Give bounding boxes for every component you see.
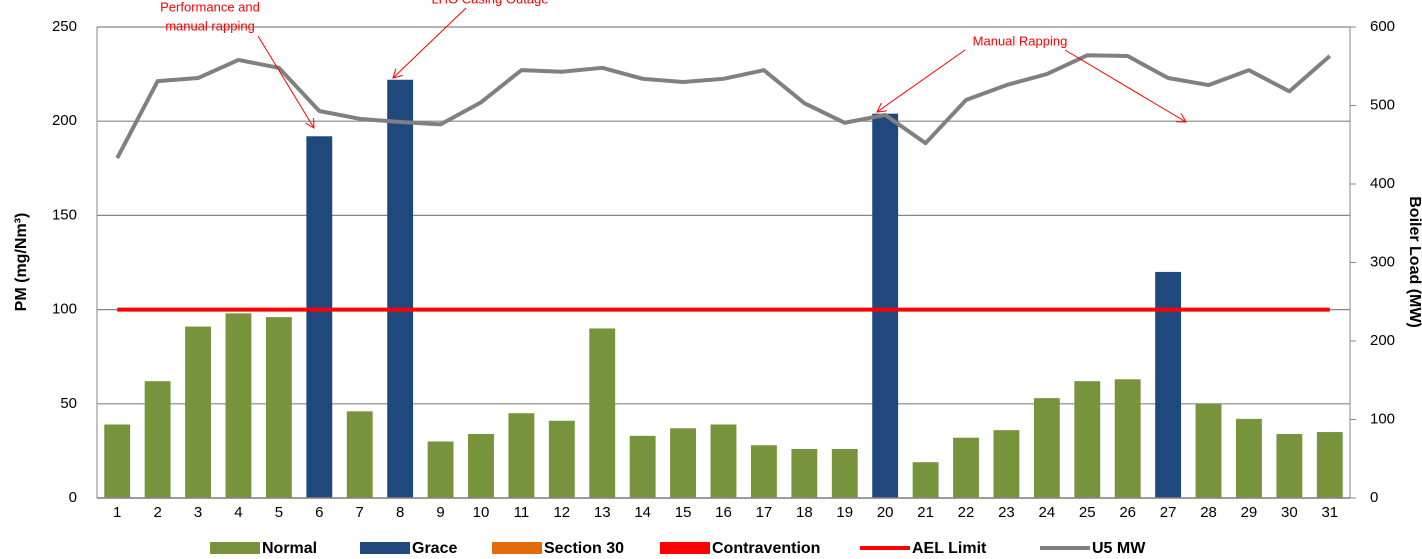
x-tick-label: 13 [594,504,611,521]
bar [508,413,535,498]
y-tick-label: 150 [52,206,77,223]
y2-tick-label: 600 [1370,18,1395,35]
legend-swatch [210,542,260,554]
bar [548,420,575,498]
bar [225,313,252,498]
bar [912,462,939,498]
legend-label: U5 MW [1092,540,1146,557]
x-tick-label: 3 [194,504,202,521]
x-tick-label: 20 [877,504,894,521]
y2-tick-label: 0 [1370,489,1378,506]
legend-label: Grace [412,540,457,557]
x-tick-label: 6 [315,504,323,521]
y2-tick-label: 300 [1370,253,1395,270]
y-axis-title: PM (mg/Nm³) [13,213,30,312]
y2-axis-title: Boiler Load (MW) [1406,196,1422,328]
y-tick-label: 200 [52,112,77,129]
bar [1114,379,1141,498]
y2-tick-label: 200 [1370,332,1395,349]
bar [306,136,333,498]
y2-tick-label: 500 [1370,96,1395,113]
x-tick-label: 11 [514,504,530,521]
x-tick-label: 2 [153,504,161,521]
annotation-arrow [1064,49,1186,122]
bar [104,424,131,498]
x-tick-label: 15 [675,504,692,521]
bar [750,445,777,498]
bar [629,435,656,498]
bar [1195,403,1222,498]
annotation-arrow [877,49,966,112]
y-tick-label: 250 [52,18,77,35]
x-tick-label: 23 [998,504,1015,521]
bar [670,428,697,498]
legend-label: Contravention [712,540,820,557]
x-tick-label: 24 [1039,504,1056,521]
x-tick-label: 5 [275,504,283,521]
x-tick-label: 30 [1281,504,1298,521]
x-tick-label: 9 [436,504,444,521]
legend-swatch [492,542,542,554]
annotation: Performance and [160,0,260,14]
bar [1074,381,1101,498]
bar [710,424,737,498]
legend-swatch [660,542,710,554]
x-tick-label: 19 [836,504,853,521]
bar [427,441,454,498]
annotation: manual rapping [165,18,255,33]
annotation-arrow [257,35,314,128]
line [115,53,1332,160]
legend-swatch [360,542,410,554]
y2-tick-label: 400 [1370,175,1395,192]
x-tick-label: 27 [1160,504,1177,521]
x-tick-label: 16 [715,504,732,521]
bar [387,79,414,498]
annotation-arrow [393,7,467,78]
x-tick-label: 17 [756,504,773,521]
bar [831,449,858,498]
x-tick-label: 29 [1241,504,1258,521]
bar [791,449,818,498]
x-tick-label: 21 [917,504,934,521]
bar [589,328,616,498]
x-tick-label: 26 [1119,504,1136,521]
bar [1316,432,1343,498]
x-tick-label: 28 [1200,504,1217,521]
bar [468,433,494,498]
x-tick-label: 7 [356,504,364,521]
x-tick-label: 14 [634,504,651,521]
bar [1155,271,1182,498]
legend-label: AEL Limit [912,540,987,557]
x-tick-label: 25 [1079,504,1096,521]
bar [346,411,373,498]
bar [265,317,292,498]
x-tick-label: 31 [1321,504,1338,521]
bar [1236,418,1262,498]
bar [1033,398,1060,498]
x-tick-label: 18 [796,504,813,521]
bar [185,326,211,498]
annotation: Manual Rapping [973,33,1068,48]
legend-label: Section 30 [544,540,624,557]
x-tick-label: 1 [113,504,121,521]
y-tick-label: 100 [52,301,77,318]
y-tick-label: 50 [60,395,77,412]
x-tick-label: 12 [553,504,570,521]
bar [953,437,979,498]
bar [993,430,1020,498]
legend-label: Normal [262,540,317,557]
x-tick-label: 4 [234,504,242,521]
y2-tick-label: 100 [1370,410,1395,427]
x-tick-label: 8 [396,504,404,521]
bar [872,113,899,498]
x-tick-label: 10 [473,504,490,521]
bar [1276,433,1303,498]
y-tick-label: 0 [69,489,77,506]
bar [144,381,171,498]
annotation: LHO Casing Outage [431,0,548,6]
x-tick-label: 22 [958,504,975,521]
